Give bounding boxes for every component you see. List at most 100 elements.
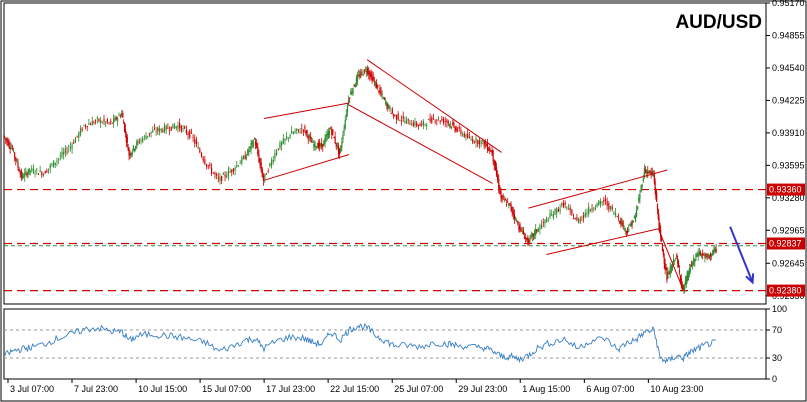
candle-body xyxy=(250,142,252,150)
candle-body xyxy=(596,203,598,207)
candle-body xyxy=(621,222,623,226)
candle-body xyxy=(380,91,382,95)
candle-body xyxy=(618,218,620,219)
candle-body xyxy=(194,138,196,144)
candle-body xyxy=(147,135,149,137)
candle-body xyxy=(454,127,456,131)
candle-body xyxy=(467,133,469,139)
candle-body xyxy=(659,222,661,229)
candle-body xyxy=(516,221,518,223)
candle-body xyxy=(59,156,61,158)
candle-body xyxy=(131,151,133,155)
candle-body xyxy=(419,123,421,127)
candle-body xyxy=(604,199,607,201)
candle-body xyxy=(354,84,356,88)
candle-body xyxy=(153,128,156,130)
candle-body xyxy=(648,170,650,173)
level-badge-label: 0.92380 xyxy=(769,286,802,296)
candle-body xyxy=(537,228,539,232)
candle-body xyxy=(379,87,381,92)
candle-body xyxy=(533,231,536,236)
candle-body xyxy=(688,268,691,274)
candle-body xyxy=(79,128,82,135)
candle-body xyxy=(369,72,371,78)
candle-body xyxy=(187,132,189,135)
level-badge xyxy=(767,183,805,196)
candle-body xyxy=(123,122,126,132)
candle-body xyxy=(356,74,359,82)
candle-body xyxy=(549,213,551,218)
candle-body xyxy=(660,237,663,242)
candle-body xyxy=(632,220,634,223)
candle-body xyxy=(219,176,221,181)
candle-body xyxy=(576,217,578,221)
candle-body xyxy=(286,136,288,139)
candle-body xyxy=(488,149,490,151)
candle-body xyxy=(34,173,36,175)
candle-body xyxy=(7,140,9,146)
candle-body xyxy=(212,172,214,174)
candle-body xyxy=(495,166,498,176)
candle-body xyxy=(523,236,526,239)
candle-body xyxy=(649,170,651,174)
candle-body xyxy=(227,170,229,177)
rsi-tick-label: 100 xyxy=(772,304,787,314)
candle-body xyxy=(422,121,424,126)
drop-line-upper xyxy=(657,228,684,291)
candle-body xyxy=(189,130,191,138)
candle-body xyxy=(679,275,681,281)
candle-body xyxy=(272,159,274,163)
candle-body xyxy=(557,209,560,212)
candle-body xyxy=(172,123,174,129)
candle-body xyxy=(275,150,278,155)
candle-body xyxy=(350,91,352,95)
x-tick-label: 10 Jul 15:00 xyxy=(138,384,187,394)
candle-body xyxy=(242,155,245,159)
candle-body xyxy=(424,123,426,125)
candle-body xyxy=(581,217,583,219)
candle-body xyxy=(402,116,404,119)
candle-body xyxy=(46,170,48,173)
candle-body xyxy=(463,133,465,137)
candle-body xyxy=(249,146,251,149)
candle-body xyxy=(170,126,172,131)
candle-body xyxy=(690,264,693,267)
price-panel-frame xyxy=(3,2,767,305)
candle-body xyxy=(499,187,501,195)
candle-body xyxy=(197,147,199,149)
candle-body xyxy=(708,256,711,258)
candle-body xyxy=(270,160,273,167)
candle-body xyxy=(42,173,45,176)
candle-body xyxy=(264,173,266,179)
candle-body xyxy=(226,175,228,178)
candle-body xyxy=(395,114,398,120)
candle-body xyxy=(71,144,73,150)
candle-body xyxy=(277,148,279,150)
candle-body xyxy=(611,206,613,210)
candle-body xyxy=(684,280,687,285)
candle-body xyxy=(494,160,496,171)
candle-body xyxy=(680,277,682,285)
candle-body xyxy=(531,233,533,237)
candle-body xyxy=(17,162,19,168)
candle-body xyxy=(609,206,612,209)
candle-body xyxy=(536,229,538,232)
candle-body xyxy=(441,118,443,121)
candle-body xyxy=(143,135,145,137)
candle-body xyxy=(706,255,708,257)
candle-body xyxy=(162,130,164,132)
candle-body xyxy=(297,129,300,131)
x-tick-label: 10 Aug 23:00 xyxy=(650,384,703,394)
candle-body xyxy=(566,207,568,209)
candle-body xyxy=(254,141,257,146)
candle-body xyxy=(588,206,590,214)
candle-body xyxy=(244,155,246,160)
candle-body xyxy=(372,76,374,81)
candle-body xyxy=(110,121,112,123)
candle-body xyxy=(519,224,521,232)
candle-body xyxy=(269,163,271,166)
candle-body xyxy=(437,118,440,120)
candle-body xyxy=(579,219,581,221)
candle-body xyxy=(167,127,169,129)
candle-body xyxy=(289,134,291,138)
